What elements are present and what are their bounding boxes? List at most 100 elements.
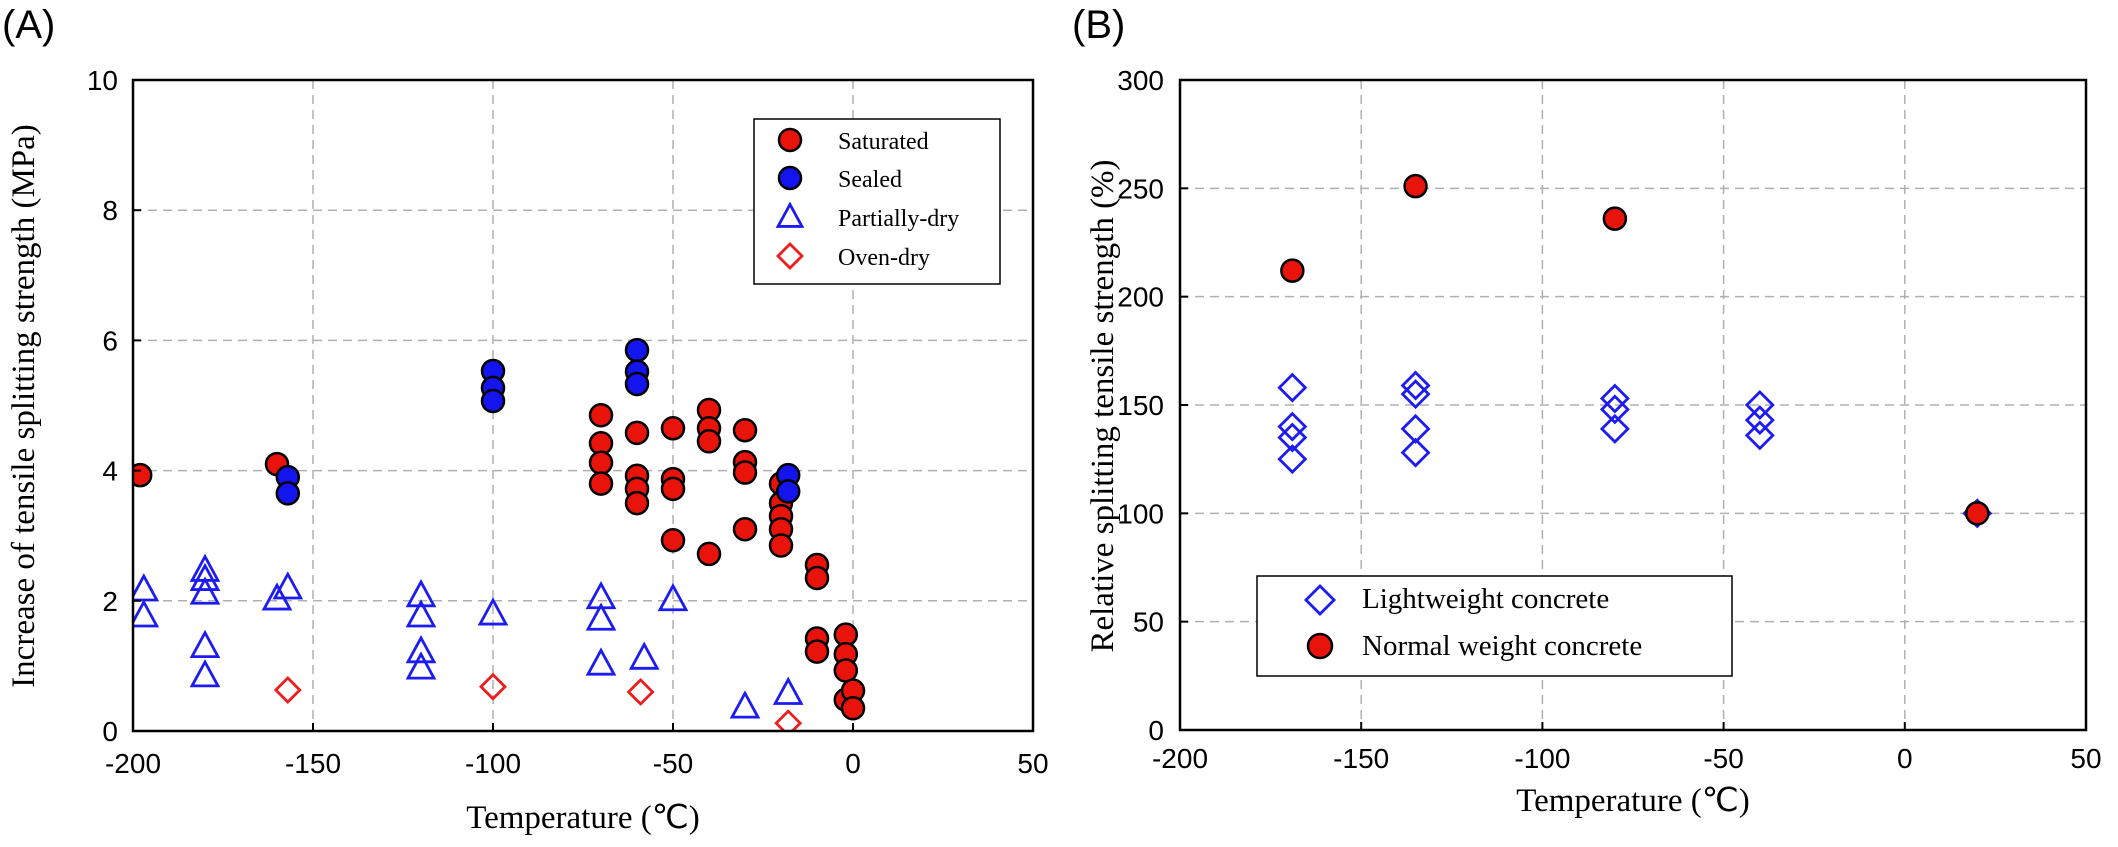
series-saturated — [133, 397, 866, 721]
lightweight-concrete-point — [1400, 370, 1431, 401]
legend-partially-dry-symbol — [775, 201, 805, 228]
x-tick-label: -150 — [1333, 743, 1389, 774]
panel-a-x-ticks: -200 -150 -100 -50 0 50 — [105, 723, 1049, 779]
panel-a-plot-frame — [131, 78, 1035, 733]
legend-partially-dry-marker — [775, 201, 805, 228]
partially-dry-point — [628, 641, 660, 670]
lightweight-concrete-point — [1400, 413, 1431, 444]
y-tick-label: 50 — [1133, 607, 1164, 638]
lightweight-concrete-point — [1400, 437, 1431, 468]
lightweight-concrete-point — [1277, 444, 1308, 475]
saturated-point — [696, 429, 722, 454]
sealed-point — [624, 371, 650, 397]
partially-dry-point — [657, 582, 689, 612]
x-tick-label: 0 — [1897, 743, 1913, 774]
partially-dry-point — [729, 690, 761, 719]
y-tick-label: 150 — [1117, 390, 1164, 421]
normal-weight-concrete-point — [1280, 258, 1305, 283]
legend-sealed-marker — [777, 165, 803, 191]
saturated-point — [696, 541, 722, 567]
legend-oven-dry-marker — [776, 242, 804, 270]
saturated-point — [732, 417, 758, 443]
saturated-point — [768, 533, 794, 558]
panel-a-legend: Saturated Sealed Partially-dry Oven-dry — [753, 118, 1001, 285]
legend-partially-dry-label: Partially-dry — [838, 206, 959, 232]
saturated-point — [660, 528, 686, 553]
panel-b-y-ticks: 0 50 100 150 200 250 300 — [1117, 65, 1188, 746]
x-tick-label: -150 — [285, 748, 341, 779]
panel-b-x-axis-title: Temperature (℃) — [1516, 783, 1750, 819]
lightweight-concrete-point — [1599, 383, 1630, 414]
saturated-point — [588, 471, 614, 496]
partially-dry-point — [405, 651, 437, 680]
saturated-point — [660, 416, 686, 441]
x-tick-label: 50 — [2070, 743, 2101, 774]
partially-dry-point — [272, 571, 304, 600]
y-tick-label: 0 — [1148, 715, 1164, 746]
y-tick-label: 4 — [102, 456, 118, 487]
saturated-point — [732, 460, 758, 485]
x-tick-label: -100 — [1514, 743, 1570, 774]
y-tick-label: 8 — [102, 195, 118, 226]
partially-dry-point — [585, 602, 617, 631]
saturated-point — [732, 516, 758, 542]
legend-sealed-symbol — [777, 165, 803, 191]
panel-a-letter: (A) — [2, 3, 55, 47]
lightweight-concrete-point — [1277, 422, 1308, 453]
x-tick-label: -50 — [1703, 743, 1743, 774]
oven-dry-point — [273, 676, 302, 704]
chart-panel-a: (A) -200 -150 -100 -50 0 50 0 2 4 6 8 10 Temperatu… — [2, 3, 1049, 836]
partially-dry-point — [189, 576, 221, 605]
saturated-point — [840, 695, 866, 721]
sealed-point — [275, 481, 301, 506]
lightweight-concrete-point — [1400, 379, 1431, 410]
partially-dry-point — [585, 647, 617, 676]
series-partially-dry — [133, 553, 804, 719]
series-normal-weight-concrete — [1280, 173, 1990, 526]
chart-panel-b: (B) -200 -150 -100 -50 0 50 0 50 100 150 200 250 30… — [1072, 3, 2102, 819]
legend-lightweight-label: Lightweight concrete — [1362, 583, 1609, 615]
x-tick-label: -100 — [465, 748, 521, 779]
oven-dry-point — [774, 709, 803, 731]
sealed-point — [624, 337, 650, 363]
lightweight-concrete-point — [1744, 390, 1775, 420]
y-tick-label: 6 — [102, 325, 118, 356]
y-tick-label: 200 — [1117, 282, 1164, 313]
lightweight-concrete-point — [1277, 372, 1308, 403]
y-tick-label: 300 — [1117, 65, 1164, 96]
x-tick-label: 50 — [1017, 748, 1048, 779]
normal-weight-concrete-point — [1965, 501, 1990, 526]
normal-weight-concrete-point — [1602, 206, 1628, 231]
lightweight-concrete-point — [1277, 411, 1308, 442]
y-tick-label: 250 — [1117, 173, 1164, 204]
lightweight-concrete-point — [1744, 420, 1775, 451]
x-tick-label: 0 — [845, 748, 861, 779]
y-tick-label: 0 — [102, 716, 118, 747]
partially-dry-point — [477, 597, 509, 626]
panel-a-y-axis-title: Increase of tensile splitting strength (… — [6, 124, 42, 688]
saturated-point — [660, 476, 686, 502]
normal-weight-concrete-point — [1403, 173, 1428, 199]
x-tick-label: -200 — [1152, 743, 1208, 774]
sealed-point — [775, 479, 801, 504]
legend-oven-dry-label: Oven-dry — [838, 245, 930, 271]
legend-lightweight-marker — [1304, 584, 1336, 616]
partially-dry-point — [189, 562, 221, 591]
legend-saturated-symbol — [777, 127, 803, 153]
oven-dry-point — [626, 677, 655, 706]
panel-a-points — [133, 337, 866, 731]
legend-oven-dry-symbol — [776, 242, 804, 270]
oven-dry-point — [479, 672, 507, 701]
sealed-point — [480, 388, 506, 414]
legend-sealed-label: Sealed — [838, 167, 902, 193]
legend-normal-weight-concrete-symbol — [1306, 632, 1334, 660]
legend-normal-weight-label: Normal weight concrete — [1362, 630, 1642, 662]
legend-lightweight-concrete-symbol — [1304, 584, 1336, 616]
x-tick-label: -200 — [105, 748, 161, 779]
saturated-point — [588, 403, 614, 428]
partially-dry-point — [772, 676, 804, 705]
lightweight-concrete-point — [1744, 405, 1775, 436]
saturated-point — [804, 565, 830, 591]
partially-dry-point — [133, 573, 160, 602]
